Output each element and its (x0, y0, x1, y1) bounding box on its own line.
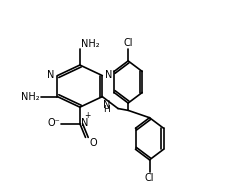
Text: H: H (104, 105, 110, 114)
Text: N: N (105, 70, 112, 80)
Text: O: O (90, 138, 97, 148)
Text: NH₂: NH₂ (21, 92, 39, 102)
Text: N: N (47, 70, 55, 80)
Text: NH₂: NH₂ (81, 38, 100, 48)
Text: N: N (81, 118, 88, 128)
Text: N: N (104, 100, 111, 110)
Text: O⁻: O⁻ (48, 118, 61, 128)
Text: Cl: Cl (145, 173, 154, 183)
Text: Cl: Cl (123, 38, 133, 48)
Text: +: + (84, 111, 90, 120)
